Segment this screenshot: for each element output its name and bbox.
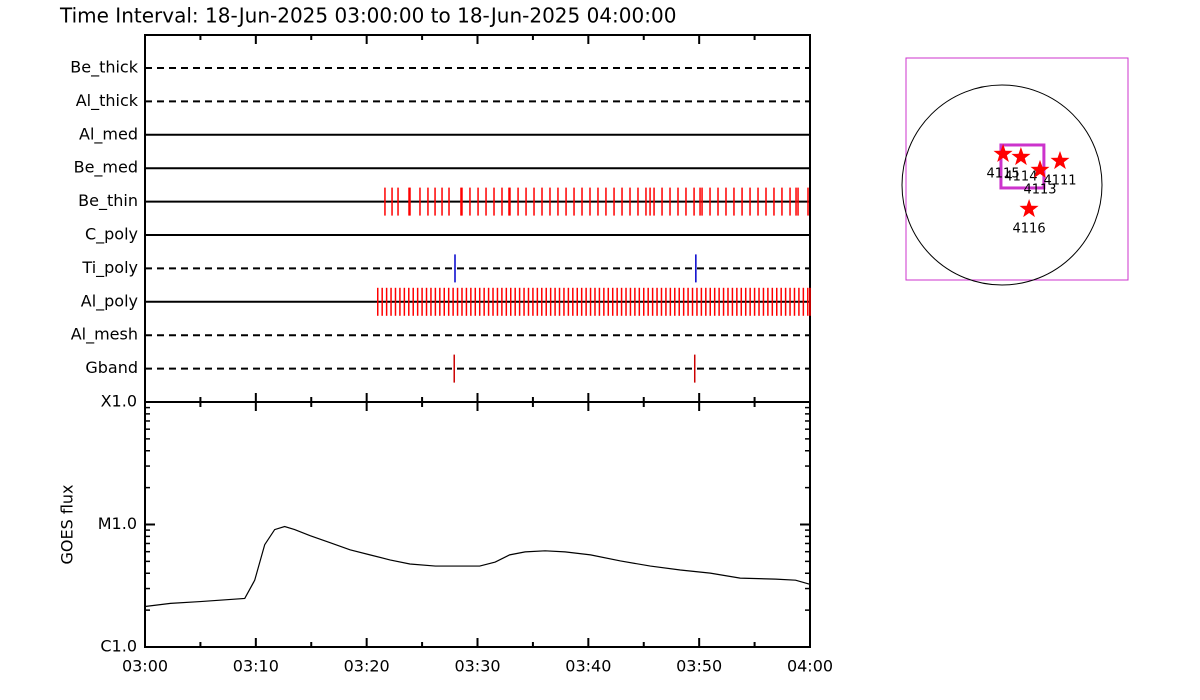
y-axis-label: GOES flux	[58, 484, 77, 564]
x-tick-label: 03:00	[122, 657, 168, 676]
map-frame	[905, 57, 1129, 281]
region-label: 4114	[1004, 169, 1037, 184]
row-label: C_poly	[85, 225, 138, 245]
goes-curve	[144, 525, 811, 608]
region-label: 4111	[1043, 173, 1076, 188]
region-marker	[1019, 199, 1039, 218]
region-marker	[1011, 147, 1031, 166]
x-tick-label: 03:20	[344, 657, 390, 676]
row-label: Al_thick	[76, 91, 139, 111]
x-tick-label: 03:10	[233, 657, 279, 676]
row-label: Be_thick	[70, 58, 138, 78]
field-of-view	[999, 143, 1046, 190]
x-tick-label: 04:00	[787, 657, 833, 676]
x-tick-label: 03:40	[565, 657, 611, 676]
region-marker	[1050, 151, 1070, 170]
panel-frame	[144, 401, 811, 648]
row-label: Al_med	[79, 124, 138, 144]
region-label: 4116	[1013, 222, 1046, 237]
solar-limb	[901, 84, 1103, 286]
title: Time Interval: 18-Jun-2025 03:00:00 to 1…	[59, 4, 676, 28]
row-label: Be_med	[74, 158, 138, 178]
row-label: Be_thin	[78, 191, 138, 211]
row-label: Gband	[85, 358, 138, 377]
y-tick-label: M1.0	[98, 514, 137, 533]
region-label: 4115	[987, 166, 1020, 181]
x-tick-label: 03:30	[454, 657, 500, 676]
x-tick-label: 03:50	[676, 657, 722, 676]
region-marker	[993, 143, 1013, 162]
row-label: Al_poly	[81, 291, 138, 311]
region-label: 4113	[1023, 182, 1056, 197]
row-label: Al_mesh	[71, 325, 138, 345]
y-tick-label: X1.0	[101, 392, 137, 411]
panel-frame	[144, 34, 811, 403]
y-tick-label: C1.0	[100, 637, 137, 656]
region-marker	[1030, 159, 1050, 178]
row-label: Ti_poly	[81, 258, 138, 278]
